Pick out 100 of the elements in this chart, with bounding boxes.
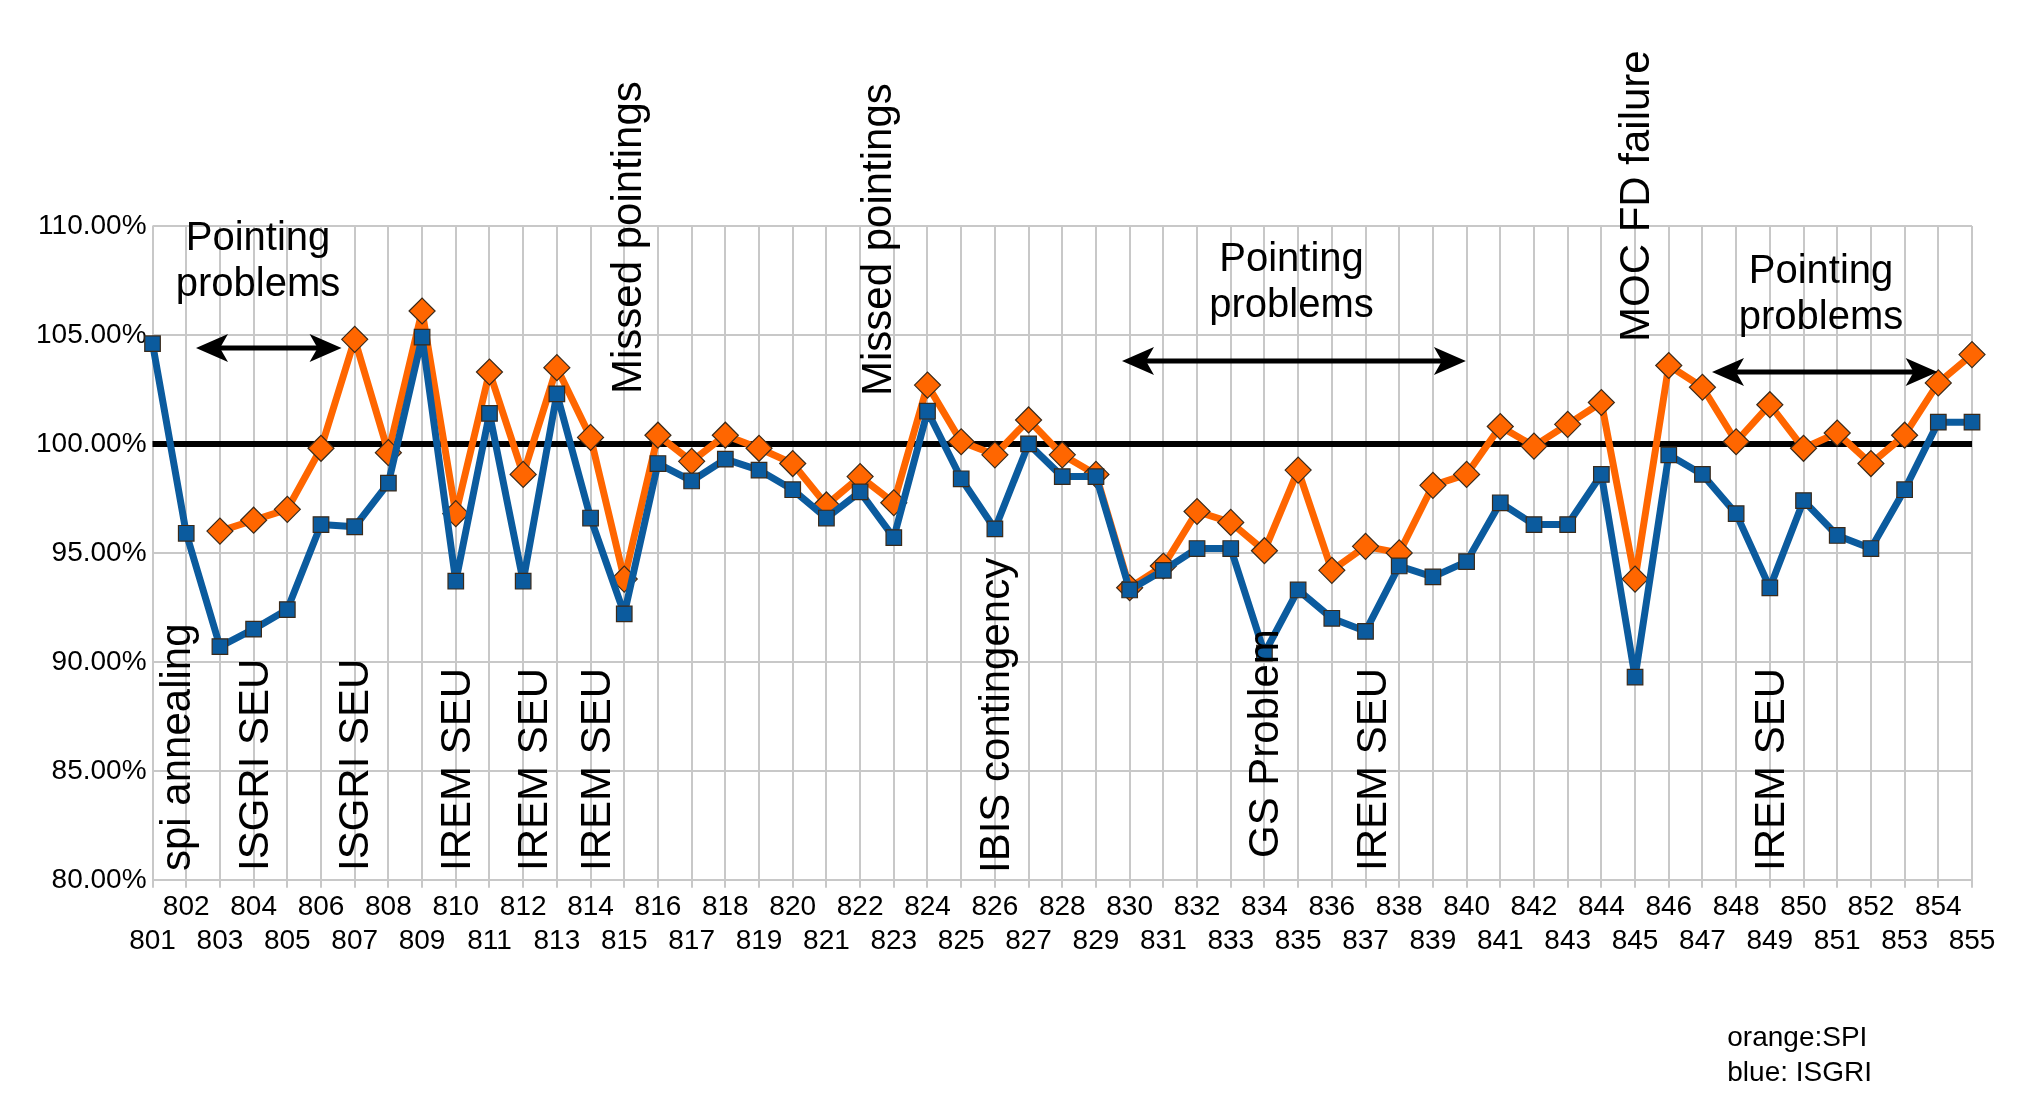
x-tick-label: 820 <box>769 890 817 922</box>
annotation: IREM SEU <box>1347 668 1395 872</box>
x-tick-label: 842 <box>1510 890 1558 922</box>
point <box>245 620 262 638</box>
point <box>1828 527 1846 544</box>
x-tick-label: 815 <box>600 923 648 955</box>
x-tick-label: 837 <box>1342 923 1389 955</box>
x-tick-label: 828 <box>1038 890 1086 922</box>
point <box>947 428 975 456</box>
annotation: IBIS contingency <box>970 558 1018 874</box>
x-tick-label: 806 <box>297 890 345 922</box>
point <box>784 481 802 499</box>
x-tick-label: 802 <box>162 890 210 922</box>
point <box>683 472 701 490</box>
point <box>1452 460 1481 489</box>
x-tick-label: 807 <box>331 923 379 955</box>
point <box>1891 421 1919 449</box>
annotation: ISGRI SEU <box>229 658 277 872</box>
point <box>1823 419 1851 447</box>
x-tick-label: 835 <box>1274 923 1322 955</box>
x-tick-label: 836 <box>1308 890 1356 922</box>
point <box>211 638 229 655</box>
point <box>1419 471 1447 499</box>
x-tick-label: 852 <box>1847 890 1895 922</box>
point <box>273 495 301 523</box>
point <box>1559 516 1577 533</box>
point <box>1486 412 1514 441</box>
point <box>986 520 1004 538</box>
point <box>678 447 706 475</box>
x-tick-label: 804 <box>230 890 277 922</box>
point <box>1048 441 1076 469</box>
point <box>1351 532 1380 560</box>
point <box>913 371 942 399</box>
point <box>1756 391 1784 419</box>
x-tick-label: 814 <box>567 890 614 922</box>
point <box>1250 537 1279 565</box>
point <box>1188 540 1206 557</box>
x-tick-label: 853 <box>1881 923 1928 955</box>
point <box>779 449 807 478</box>
point <box>716 450 734 468</box>
point <box>206 517 234 545</box>
x-tick-label: 811 <box>467 923 512 955</box>
x-tick-label: 850 <box>1780 890 1827 922</box>
point <box>514 572 532 590</box>
y-tick-label: 100.00% <box>35 426 147 458</box>
point <box>1929 413 1947 431</box>
x-tick-label: 805 <box>263 923 311 955</box>
point <box>1323 609 1341 627</box>
annotation: Pointing problems <box>1737 245 1905 338</box>
point <box>576 423 605 451</box>
point <box>240 506 268 534</box>
point <box>1525 516 1543 533</box>
point <box>1520 432 1548 460</box>
point <box>981 441 1009 469</box>
text: blue: ISGRI <box>1727 1055 1872 1089</box>
x-tick-label: 847 <box>1679 923 1726 955</box>
point <box>144 335 161 353</box>
annotation: Missed pointings <box>603 81 651 395</box>
x-tick-label: 838 <box>1375 890 1423 922</box>
x-tick-label: 849 <box>1746 923 1794 955</box>
x-tick-label: 830 <box>1106 890 1154 922</box>
point <box>1924 369 1952 397</box>
point <box>278 601 296 618</box>
point <box>346 518 364 536</box>
x-tick-label: 826 <box>971 890 1019 922</box>
point <box>1621 565 1649 593</box>
x-tick-label: 823 <box>870 923 918 955</box>
point <box>380 474 397 492</box>
annotation: GS Problem <box>1240 629 1288 859</box>
x-tick-label: 825 <box>937 923 985 955</box>
x-tick-label: 846 <box>1645 890 1693 922</box>
point <box>919 402 936 420</box>
annotation: Pointing problems <box>175 213 341 304</box>
point <box>1424 568 1442 586</box>
point <box>1857 449 1885 478</box>
point <box>952 470 970 488</box>
annotation: MOC FD failure <box>1611 50 1659 342</box>
point <box>1222 540 1240 557</box>
point <box>1655 351 1683 380</box>
point <box>1761 579 1779 597</box>
point <box>1289 581 1307 599</box>
point <box>1688 373 1717 401</box>
point <box>1789 434 1818 462</box>
x-tick-label: 831 <box>1139 923 1187 955</box>
x-tick-label: 841 <box>1476 923 1524 955</box>
x-tick-label: 812 <box>499 890 547 922</box>
point <box>1014 406 1043 434</box>
x-tick-label: 840 <box>1443 890 1490 922</box>
point <box>1390 557 1408 575</box>
annotation: Missed pointings <box>852 83 900 396</box>
point <box>1795 492 1812 509</box>
text: orange:SPI <box>1727 1020 1869 1054</box>
x-tick-label: 839 <box>1409 923 1457 955</box>
y-tick-label: 80.00% <box>51 862 147 894</box>
point <box>312 516 330 533</box>
point <box>1357 622 1374 640</box>
annotation: IREM SEU <box>572 668 620 872</box>
y-tick-label: 95.00% <box>51 535 147 567</box>
point <box>1587 388 1615 417</box>
x-tick-label: 803 <box>196 923 244 955</box>
